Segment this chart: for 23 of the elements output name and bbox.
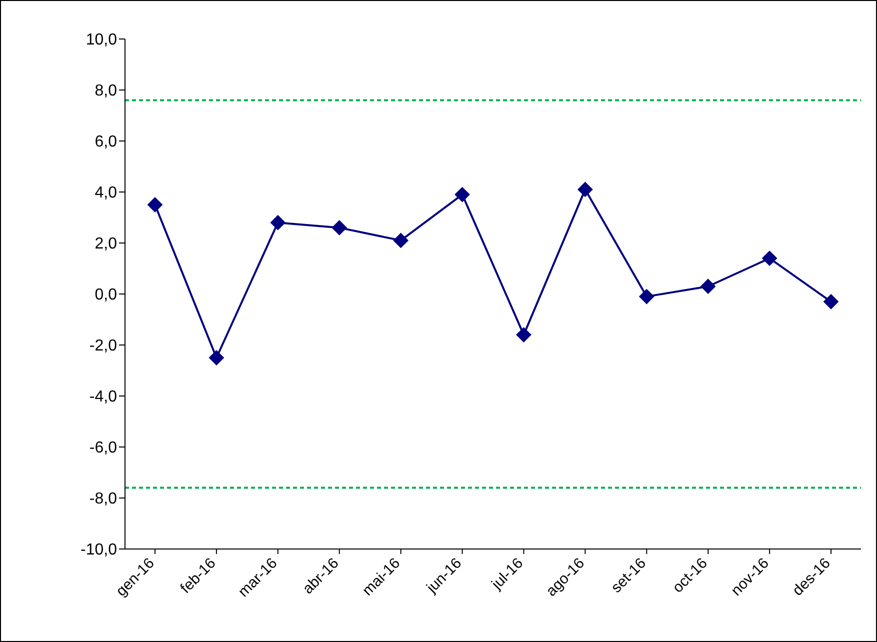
point <box>148 197 162 212</box>
y-tick-label: -4,0 <box>89 388 118 406</box>
y-tick-label: 6,0 <box>94 134 118 151</box>
point <box>824 294 838 310</box>
point <box>516 327 532 342</box>
y-tick-label: -10,0 <box>80 542 118 559</box>
y-tick-label: 2,0 <box>94 236 118 253</box>
point <box>578 182 593 197</box>
point <box>393 232 408 248</box>
y-tick-label: -6,0 <box>89 440 118 457</box>
y-tick-label: 10,0 <box>86 32 118 49</box>
point <box>208 350 224 366</box>
y-tick-label: -8,0 <box>89 490 118 508</box>
point <box>762 250 778 266</box>
y-tick-label: 4,0 <box>94 184 118 202</box>
y-tick-label: 0,0 <box>94 286 118 304</box>
point <box>454 187 470 202</box>
point <box>700 278 716 294</box>
point <box>639 289 654 304</box>
y-tick-label: -2,0 <box>89 338 118 355</box>
y-tick-label: 8,0 <box>94 82 118 100</box>
point <box>270 215 286 230</box>
point <box>332 220 347 236</box>
